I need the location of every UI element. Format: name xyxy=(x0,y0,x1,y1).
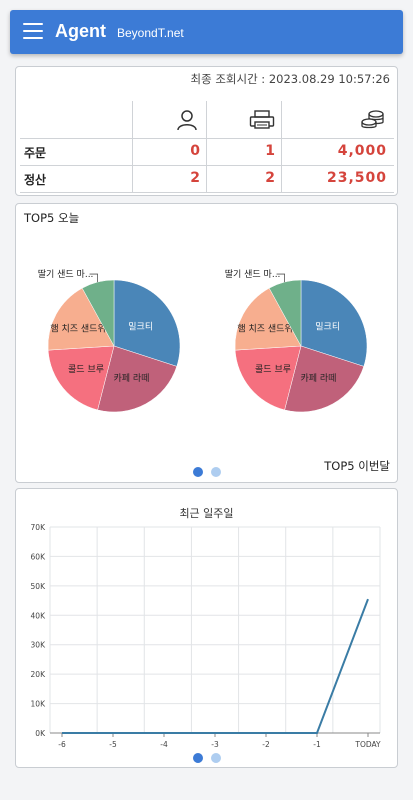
pie-leader-line xyxy=(89,273,98,283)
pie-slice-label: 콜드 브루 xyxy=(255,364,291,375)
y-tick-label: 50K xyxy=(31,582,47,591)
pie-slice-label: 카페 라떼 xyxy=(300,373,336,384)
column-divider xyxy=(281,101,282,193)
pager-dot-2[interactable] xyxy=(210,753,221,763)
pie-slice xyxy=(47,345,115,411)
person-icon xyxy=(177,110,197,131)
pie-slice xyxy=(300,279,368,367)
y-tick-label: 70K xyxy=(31,523,47,532)
x-tick-label: -6 xyxy=(58,740,66,749)
pie-slice xyxy=(268,279,302,347)
x-tick-label: -2 xyxy=(262,740,270,749)
y-tick-label: 40K xyxy=(31,611,47,620)
order-count-person: 0 xyxy=(190,143,201,159)
printer-icon xyxy=(249,110,275,129)
y-tick-label: 20K xyxy=(31,670,47,679)
pager-dot-2[interactable] xyxy=(210,467,221,477)
app-bar: Agent BeyondT.net xyxy=(10,10,403,54)
y-tick-label: 0K xyxy=(35,729,46,738)
y-tick-label: 60K xyxy=(31,552,47,561)
series-line xyxy=(62,598,369,734)
pie-leader-line xyxy=(276,273,285,283)
coins-icon xyxy=(361,110,384,129)
pie-slice xyxy=(113,279,181,367)
top5-today-title: TOP5 오늘 xyxy=(24,211,80,225)
pie-slice-label: 콜드 브루 xyxy=(68,364,104,375)
row-divider xyxy=(20,192,394,193)
top5-pager xyxy=(192,467,221,477)
pie-slice xyxy=(47,287,115,351)
week-line-chart: 0K 10K 20K 30K 40K 50K 60K 70K -6 -5 -4 -3 -2 -1 TODAY xyxy=(31,523,382,749)
order-count-printer: 1 xyxy=(265,143,276,159)
column-divider xyxy=(132,101,133,193)
last-query-time: 최종 조회시간 : 2023.08.29 10:57:26 xyxy=(190,72,390,86)
x-tick-label: -1 xyxy=(313,740,321,749)
pie-slice xyxy=(234,287,302,351)
x-tick-label: -5 xyxy=(109,740,117,749)
row-divider xyxy=(20,165,394,166)
pie-slice xyxy=(234,345,302,411)
row-label-settlement: 정산 xyxy=(24,173,47,187)
x-tick-label: TODAY xyxy=(354,740,381,749)
row-label-order: 주문 xyxy=(24,146,47,160)
brand-subtitle: BeyondT.net xyxy=(117,26,184,40)
pie-slice xyxy=(284,345,365,413)
top5-month-title: TOP5 이번달 xyxy=(324,459,390,473)
pie-slice-label: 햄 치즈 샌드위치 xyxy=(237,323,301,335)
x-tick-label: -4 xyxy=(160,740,168,749)
week-chart-card: 최근 일주일 0K 10K 20K 30K 40K 50K 60K 70K -6 -5 -4 -3 -2… xyxy=(15,488,398,768)
settlement-count-person: 2 xyxy=(190,170,201,186)
pie-slice xyxy=(97,345,178,413)
settlement-count-printer: 2 xyxy=(265,170,276,186)
summary-card: 최종 조회시간 : 2023.08.29 10:57:26 주문 0 1 4,0… xyxy=(15,66,398,196)
pie-slice-label: 카페 라떼 xyxy=(113,373,149,384)
row-divider xyxy=(20,138,394,139)
pie-slice-label: 밀크티 xyxy=(315,321,340,333)
pager-dot-1[interactable] xyxy=(192,753,203,763)
y-tick-label: 30K xyxy=(31,641,47,650)
x-tick-label: -3 xyxy=(211,740,219,749)
pie-slice xyxy=(81,279,115,347)
week-pager xyxy=(192,753,221,763)
order-amount: 4,000 xyxy=(337,143,387,159)
pie-slice-label: 딸기 샌드 마... xyxy=(225,268,281,280)
column-divider xyxy=(206,101,207,193)
menu-icon[interactable] xyxy=(23,23,43,39)
y-tick-label: 10K xyxy=(31,700,47,709)
pie-slice-label: 딸기 샌드 마... xyxy=(38,268,94,280)
settlement-amount: 23,500 xyxy=(326,170,387,186)
brand-title: Agent xyxy=(55,21,106,41)
pager-dot-1[interactable] xyxy=(192,467,203,477)
pie-slice-label: 햄 치즈 샌드위치 xyxy=(50,323,114,335)
pie-slice-label: 밀크티 xyxy=(128,321,153,333)
chart-title: 최근 일주일 xyxy=(179,507,234,520)
